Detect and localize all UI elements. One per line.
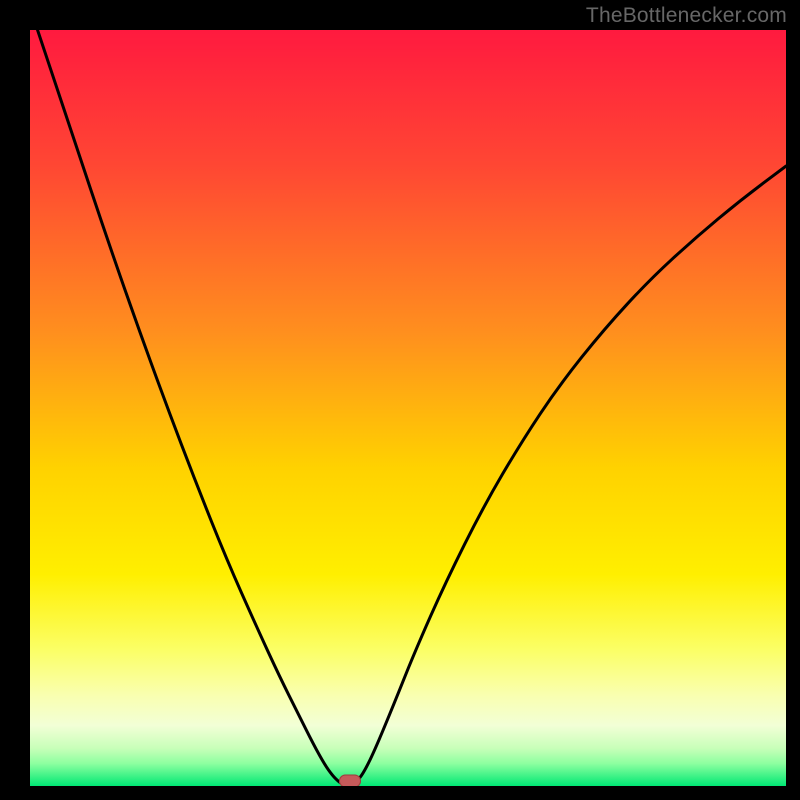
chart-frame: TheBottlenecker.com xyxy=(0,0,800,800)
optimum-marker xyxy=(339,774,361,786)
curve-layer xyxy=(30,30,786,786)
bottleneck-curve xyxy=(38,30,786,784)
watermark-text: TheBottlenecker.com xyxy=(586,4,787,28)
plot-area xyxy=(30,30,786,786)
